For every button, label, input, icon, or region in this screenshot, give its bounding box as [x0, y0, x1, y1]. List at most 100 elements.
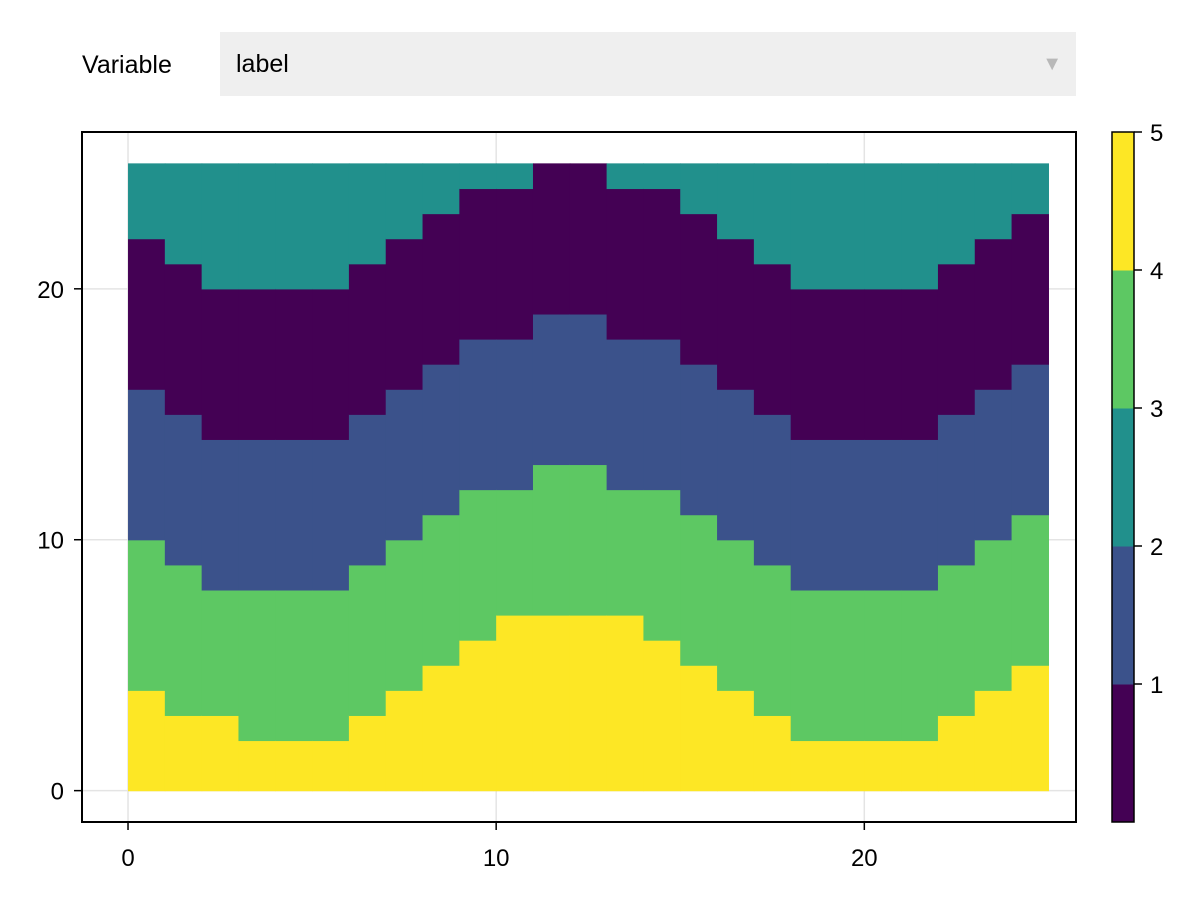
y-tick-label: 0	[51, 779, 64, 806]
heatmap-cell	[312, 439, 350, 591]
heatmap-cell	[864, 163, 902, 290]
heatmap-cell	[827, 288, 865, 440]
heatmap-cell	[1011, 514, 1049, 666]
heatmap-cell	[496, 615, 534, 792]
heatmap-cell	[606, 615, 645, 792]
heatmap-cell	[422, 163, 460, 215]
heatmap-cell	[790, 740, 829, 792]
heatmap-cell	[128, 389, 166, 541]
axis-ticks: 0 10 20 0 10 20	[37, 277, 877, 872]
axes-frame	[81, 131, 1077, 823]
heatmap-cell	[680, 514, 718, 666]
variable-dropdown[interactable]: label ▼	[220, 32, 1076, 96]
heatmap-cell	[459, 188, 497, 340]
heatmap-cell	[974, 163, 1013, 240]
heatmap-cell	[790, 439, 829, 591]
colorbar-tick-label: 1	[1150, 672, 1163, 699]
heatmap-cell	[974, 539, 1013, 691]
heatmap-cell	[201, 163, 240, 290]
triangle-down-icon: ▼	[1042, 53, 1062, 75]
heatmap-cell	[532, 615, 571, 792]
colorbar-segment	[1112, 546, 1134, 685]
heatmap-cell	[1011, 163, 1049, 215]
heatmap-cell	[238, 163, 276, 290]
heatmap-cell	[201, 589, 240, 716]
heatmap-cell	[385, 163, 424, 240]
heatmap-cell	[790, 288, 829, 440]
heatmap-cell	[275, 589, 313, 742]
colorbar-tick-label: 5	[1150, 120, 1163, 147]
heatmap-cell	[753, 414, 792, 566]
heatmap-cell	[348, 414, 387, 566]
heatmap-cell	[348, 715, 387, 792]
heatmap-cell	[459, 163, 497, 190]
colorbar-segment	[1112, 408, 1134, 547]
heatmap-cell	[532, 163, 571, 315]
heatmap-cell	[864, 740, 902, 792]
x-tick-label: 10	[483, 845, 510, 872]
heatmap-cell	[496, 489, 534, 616]
heatmap-cell	[128, 238, 166, 390]
heatmap-cell	[275, 740, 313, 792]
heatmap-cell	[827, 439, 865, 591]
variable-label: Variable	[82, 51, 172, 79]
heatmap-cell	[643, 489, 681, 641]
heatmap-cell	[974, 389, 1013, 541]
x-tick-label: 0	[121, 845, 134, 872]
y-tick-label: 10	[37, 528, 64, 555]
heatmap-cell	[312, 288, 350, 440]
heatmap-cell	[643, 640, 681, 792]
heatmap-cell	[459, 640, 497, 792]
heatmap-cell	[901, 163, 939, 290]
heatmap-cell	[606, 489, 645, 616]
heatmap-cell	[164, 715, 203, 792]
heatmap-cells	[128, 163, 1049, 792]
heatmap-cell	[422, 514, 460, 666]
heatmap-cell	[753, 564, 792, 716]
heatmap-cell	[348, 163, 387, 265]
heatmap-cell	[312, 589, 350, 742]
heatmap-cell	[128, 539, 166, 691]
heatmap-cell	[937, 263, 976, 415]
heatmap-cell	[901, 439, 939, 591]
colorbar-segment	[1112, 270, 1134, 409]
heatmap-cell	[753, 263, 792, 415]
heatmap-cell	[238, 439, 276, 591]
heatmap-cell	[1011, 665, 1049, 792]
heatmap-cell	[790, 589, 829, 742]
heatmap-cell	[937, 564, 976, 716]
heatmap-cell	[348, 263, 387, 415]
heatmap-cell	[1011, 213, 1049, 365]
heatmap-cell	[128, 163, 166, 240]
heatmap-cell	[238, 589, 276, 742]
heatmap-cell	[864, 288, 902, 440]
heatmap-cell	[569, 615, 608, 792]
heatmap-cell	[164, 163, 203, 265]
heatmap-cell	[717, 539, 755, 691]
heatmap-cell	[717, 238, 755, 390]
heatmap-cell	[422, 364, 460, 516]
heatmap-cell	[385, 389, 424, 541]
heatmap-cell	[312, 740, 350, 792]
colorbar-tick-label: 2	[1150, 534, 1163, 561]
heatmap-cell	[569, 163, 608, 315]
heatmap-cell	[532, 313, 571, 466]
heatmap-cell	[385, 238, 424, 390]
heatmap-cell	[348, 564, 387, 716]
heatmap-cell	[864, 589, 902, 742]
heatmap-cell	[643, 339, 681, 491]
heatmap-cell	[312, 163, 350, 290]
heatmap-cell	[901, 740, 939, 792]
heatmap-cell	[164, 263, 203, 415]
colorbar-segment	[1112, 132, 1134, 271]
heatmap-cell	[680, 213, 718, 365]
heatmap-cell	[901, 288, 939, 440]
y-tick-label: 20	[37, 277, 64, 304]
colorbar: 1 2 3 4 5	[1111, 120, 1163, 823]
heatmap-cell	[459, 489, 497, 641]
heatmap-cell	[827, 589, 865, 742]
heatmap-cell	[680, 665, 718, 792]
heatmap-cell	[385, 690, 424, 792]
heatmap-cell	[238, 288, 276, 440]
